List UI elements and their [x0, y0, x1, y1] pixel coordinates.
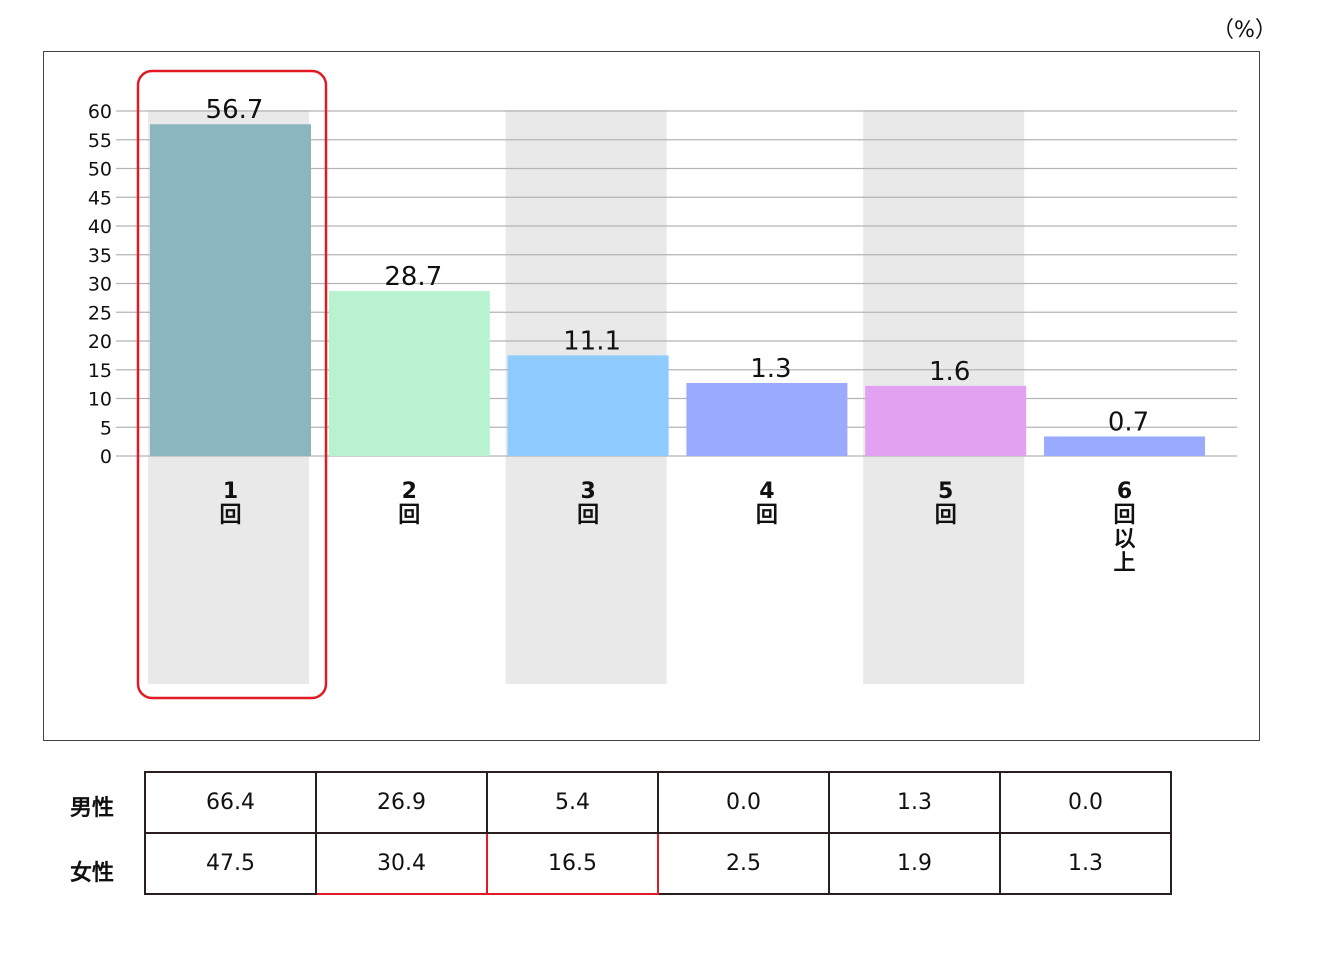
y-tick-label: 30 [88, 274, 112, 296]
table-row-male: 66.4 26.9 5.4 0.0 1.3 0.0 [144, 771, 1172, 834]
y-tick-label: 55 [88, 130, 112, 152]
y-tick-label: 35 [88, 245, 112, 267]
table-cell: 26.9 [315, 771, 488, 834]
value-label: 28.7 [384, 262, 442, 292]
y-tick-label: 40 [88, 216, 112, 238]
x-tick-label: 回 [577, 503, 599, 528]
breakdown-table: 66.4 26.9 5.4 0.0 1.3 0.0 47.5 30.4 16.5… [144, 771, 1172, 895]
table-cell: 0.0 [657, 771, 830, 834]
y-tick-label: 45 [88, 187, 112, 209]
chart-frame: 0 5 10 15 20 25 30 35 40 45 50 55 60 56.7 28.7 11.1 1.3… [43, 51, 1260, 741]
table-cell-highlighted: 30.4 [315, 832, 488, 895]
x-tick-label: 4 [759, 479, 774, 504]
table-cell: 1.9 [828, 832, 1001, 895]
row-label-male: 男性 [70, 796, 115, 821]
table-cell: 5.4 [486, 771, 659, 834]
bars [150, 124, 1205, 456]
x-tick-label: 以 [1113, 527, 1135, 552]
x-tick-label: 2 [402, 479, 417, 504]
y-tick-label: 50 [88, 159, 112, 181]
value-label: 0.7 [1108, 407, 1149, 437]
y-tick-label: 10 [88, 389, 112, 411]
table-cell-highlighted: 16.5 [486, 832, 659, 895]
value-label: 56.7 [206, 95, 264, 125]
value-label: 1.6 [929, 357, 970, 387]
y-tick-label: 0 [100, 446, 112, 468]
bar [686, 382, 848, 456]
value-label: 11.1 [563, 326, 621, 356]
x-tick-label: 回 [219, 503, 241, 528]
x-tick-label: 3 [580, 479, 595, 504]
table-cell: 47.5 [144, 832, 317, 895]
x-tick-label: 回 [398, 503, 420, 528]
table-cell: 66.4 [144, 771, 317, 834]
table-cell: 2.5 [657, 832, 830, 895]
highlight-box [136, 69, 328, 700]
y-tick-label: 5 [100, 417, 112, 439]
x-tick-label: 回 [1113, 503, 1135, 528]
x-tick-label: 上 [1113, 551, 1135, 576]
y-axis-ticks: 0 5 10 15 20 25 30 35 40 45 50 55 60 [88, 101, 112, 468]
bar [865, 385, 1027, 456]
table-cell: 1.3 [999, 832, 1172, 895]
table-cell: 1.3 [828, 771, 1001, 834]
bar [328, 290, 490, 456]
y-tick-label: 20 [88, 331, 112, 353]
value-label: 1.3 [750, 354, 791, 384]
bar [507, 355, 669, 456]
x-tick-label: 回 [756, 503, 778, 528]
x-tick-label: 5 [938, 479, 953, 504]
y-tick-label: 15 [88, 360, 112, 382]
bar [150, 124, 311, 456]
y-tick-label: 60 [88, 101, 112, 123]
row-label-female: 女性 [70, 861, 115, 886]
x-tick-label: 回 [935, 503, 957, 528]
table-row-female: 47.5 30.4 16.5 2.5 1.9 1.3 [144, 832, 1172, 895]
value-labels: 56.7 28.7 11.1 1.3 1.6 0.7 [206, 95, 1150, 437]
table-cell: 0.0 [999, 771, 1172, 834]
y-tick-label: 25 [88, 302, 112, 324]
x-tick-label: 1 [223, 479, 238, 504]
bar [1044, 436, 1205, 456]
unit-label: （%） [1212, 18, 1277, 43]
x-tick-label: 6 [1117, 479, 1132, 504]
